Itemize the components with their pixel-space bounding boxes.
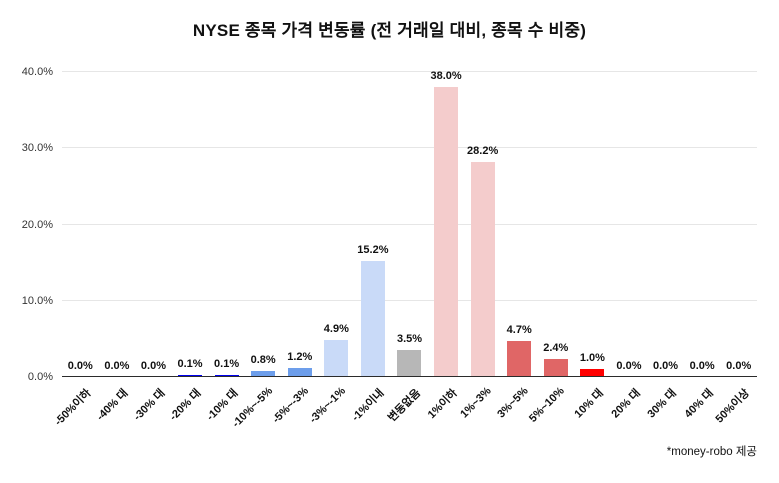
bar — [251, 371, 276, 377]
x-tick-label: 1%~3% — [458, 385, 495, 421]
x-tick-label: 5%~10% — [527, 385, 568, 425]
y-tick-label: 20.0% — [21, 218, 53, 231]
bar — [470, 162, 495, 377]
bar-value-label: 0.8% — [250, 354, 276, 366]
bar — [434, 87, 459, 377]
bar-slot: 0.8% — [245, 72, 282, 377]
x-tick-label: -30% 대 — [131, 387, 168, 424]
bar-value-label: 0.0% — [726, 360, 752, 372]
x-tick-label: 10% 대 — [572, 387, 606, 421]
plot-area: 0.0% 10.0% 20.0% 30.0% 40.0% 0.0% -50%이하 0.0% -4… — [22, 66, 757, 430]
bar-slot: 0.0% — [99, 72, 136, 377]
y-tick-label: 30.0% — [21, 142, 53, 155]
bar-value-label: 15.2% — [357, 244, 389, 256]
x-axis-line — [62, 376, 757, 377]
x-tick-label: -50%이하 — [52, 387, 94, 429]
bar-slot: 0.1% — [208, 72, 245, 377]
source-footnote: *money-robo 제공 — [666, 446, 757, 458]
bar-slot: 0.1% — [172, 72, 209, 377]
x-tick-label: 20% 대 — [609, 387, 643, 421]
bar-slot: 1.0% — [574, 72, 611, 377]
bar-value-label: 0.1% — [177, 358, 203, 370]
bar-value-label: 2.4% — [543, 342, 569, 354]
bar — [324, 340, 349, 377]
bar-slot: 28.2% — [464, 72, 501, 377]
bar-value-label: 1.0% — [579, 352, 605, 364]
bar-slot: 0.0% — [611, 72, 648, 377]
y-tick-label: 10.0% — [21, 294, 53, 307]
bar-value-label: 4.7% — [506, 324, 532, 336]
y-tick-label: 40.0% — [21, 66, 53, 78]
bar-slot: 0.0% — [135, 72, 172, 377]
bar-value-label: 1.2% — [287, 351, 313, 363]
bar-value-label: 0.0% — [104, 360, 130, 372]
bar-slot: 38.0% — [428, 70, 465, 377]
x-tick-label: -3%~-1% — [307, 385, 348, 426]
x-tick-label: -5%~-3% — [270, 385, 312, 426]
bar-slot: 15.2% — [355, 72, 392, 377]
x-tick-label: 40% 대 — [682, 387, 716, 421]
bar-value-label: 0.0% — [616, 360, 642, 372]
bar — [543, 359, 568, 377]
bar-value-label: 28.2% — [467, 145, 499, 157]
bar-value-label: 38.0% — [430, 70, 462, 82]
x-tick-label: 3%~5% — [495, 385, 531, 421]
bar-value-label: 0.0% — [67, 360, 93, 372]
bar-value-label: 0.1% — [214, 358, 240, 370]
bar-slot: 4.9% — [318, 72, 355, 377]
bar — [580, 369, 605, 377]
bar-slot: 1.2% — [281, 72, 318, 377]
gridline — [62, 223, 757, 225]
bar-value-label: 0.0% — [140, 360, 166, 372]
bar — [507, 341, 532, 377]
bar-slot: 0.0% — [684, 72, 721, 377]
bar — [360, 261, 385, 377]
x-tick-label: -1%이내 — [349, 387, 387, 424]
x-tick-label: 1%이하 — [425, 387, 460, 422]
y-tick-label: 0.0% — [27, 371, 53, 383]
gridline — [62, 71, 757, 72]
bar-slot: 3.5% — [391, 72, 428, 377]
bar-slot: 2.4% — [538, 72, 575, 377]
x-tick-label: 변동없음 — [385, 387, 424, 425]
bar-value-label: 0.0% — [689, 360, 715, 372]
bar-slot: 4.7% — [501, 72, 538, 377]
x-tick-label: -40% 대 — [94, 387, 131, 424]
gridline — [62, 299, 757, 301]
bar-value-label: 4.9% — [323, 323, 349, 335]
bar — [287, 368, 312, 377]
gridline — [62, 147, 757, 149]
bar — [397, 350, 422, 377]
x-tick-label: -20% 대 — [167, 387, 204, 424]
chart-title: NYSE 종목 가격 변동률 (전 거래일 대비, 종목 수 비중) — [192, 21, 587, 40]
bar-value-label: 3.5% — [396, 333, 423, 345]
bar-value-label: 0.0% — [652, 360, 679, 372]
bar-slot: 0.0% — [62, 72, 99, 377]
bar-slot: 0.0% — [720, 72, 757, 377]
x-tick-label: 50%이상 — [713, 387, 753, 426]
bar-slot: 0.0% — [647, 72, 684, 377]
x-tick-label: 30% 대 — [645, 387, 680, 421]
